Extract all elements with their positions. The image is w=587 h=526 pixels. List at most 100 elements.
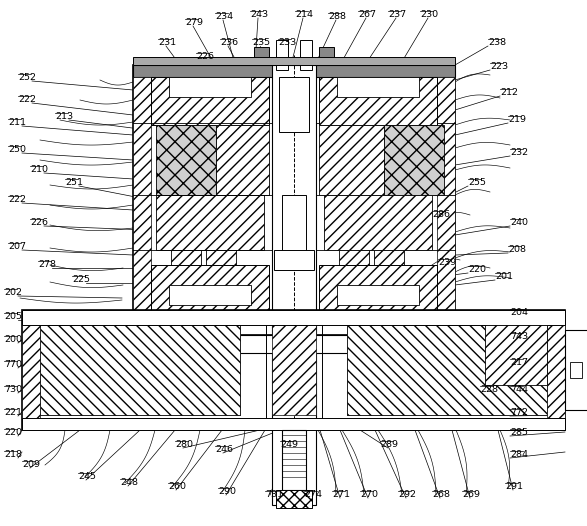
Text: 731: 731 [265,490,283,499]
Text: 218: 218 [4,450,22,459]
Text: 743: 743 [510,332,528,341]
Text: 209: 209 [22,460,40,469]
Text: 237: 237 [388,10,406,19]
Text: 291: 291 [505,482,523,491]
Bar [300,40,312,70]
Bar [274,250,314,270]
Bar [133,57,455,65]
Bar [570,362,582,378]
Bar [171,250,201,265]
Text: 251: 251 [65,178,83,187]
Bar [169,77,251,97]
Bar [133,320,455,335]
Text: 271: 271 [332,490,350,499]
Text: 220: 220 [4,428,22,437]
Text: 730: 730 [4,385,22,394]
Bar [272,320,316,335]
Text: 208: 208 [508,245,526,254]
Bar [280,320,308,360]
Bar [319,77,437,125]
Bar [22,310,565,325]
Text: 219: 219 [508,115,526,124]
Bar [276,40,288,70]
Text: 267: 267 [358,10,376,19]
Bar [437,77,455,320]
Text: 232: 232 [510,148,528,157]
Bar [169,285,251,305]
Bar [324,195,432,250]
Text: 279: 279 [185,18,203,27]
Text: 201: 201 [495,272,513,281]
Bar [123,335,148,353]
Bar [133,65,455,77]
Text: 280: 280 [175,440,193,449]
Bar [22,310,565,430]
Text: 255: 255 [468,178,486,187]
Text: 278: 278 [38,260,56,269]
Text: 288: 288 [328,12,346,21]
Text: 238: 238 [488,38,506,47]
Bar [337,77,419,97]
Bar [319,47,334,65]
Text: 220: 220 [468,265,486,274]
Text: 245: 245 [78,472,96,481]
Text: 204: 204 [510,308,528,317]
Text: 212: 212 [500,88,518,97]
Text: 213: 213 [55,112,73,121]
Bar [254,47,269,65]
Text: 744: 744 [510,385,528,394]
Bar [272,65,316,505]
Bar [156,125,216,195]
Text: 274: 274 [304,490,322,499]
Text: 270: 270 [360,490,378,499]
Bar [565,330,587,410]
Text: 230: 230 [420,10,438,19]
Bar [547,310,565,430]
Bar [22,310,40,430]
Text: 269: 269 [462,490,480,499]
Text: 221: 221 [4,408,22,417]
Bar [40,325,240,415]
Bar [216,125,269,195]
Bar [374,250,404,265]
Text: 200: 200 [4,335,22,344]
Bar [284,360,304,400]
Bar [347,325,547,415]
Text: 225: 225 [72,275,90,284]
Text: 248: 248 [120,478,138,487]
Bar [440,335,465,353]
Text: 246: 246 [215,445,233,454]
Text: 222: 222 [8,195,26,204]
Bar [282,195,306,255]
Bar [133,338,143,350]
Bar [22,418,565,430]
Text: 252: 252 [18,73,36,82]
Bar [156,195,264,250]
Text: 228: 228 [480,385,498,394]
Bar [319,125,384,195]
Text: 223: 223 [490,62,508,71]
Text: 772: 772 [510,408,528,417]
Bar [151,265,269,320]
Bar [133,65,455,335]
Text: 249: 249 [280,440,298,449]
Text: 236: 236 [220,38,238,47]
Text: 260: 260 [168,482,186,491]
Text: 292: 292 [398,490,416,499]
Text: 202: 202 [4,288,22,297]
Text: 239: 239 [438,258,456,267]
Bar [206,250,236,265]
Text: 235: 235 [252,38,270,47]
Text: 207: 207 [8,242,26,251]
Bar [339,250,369,265]
Bar [276,490,312,508]
Text: 233: 233 [278,38,296,47]
Text: 285: 285 [510,428,528,437]
Text: 222: 222 [18,95,36,104]
Text: 226: 226 [30,218,48,227]
Text: 284: 284 [510,450,528,459]
Text: 250: 250 [8,145,26,154]
Text: 214: 214 [295,10,313,19]
Bar [279,77,309,132]
Bar [151,77,269,125]
